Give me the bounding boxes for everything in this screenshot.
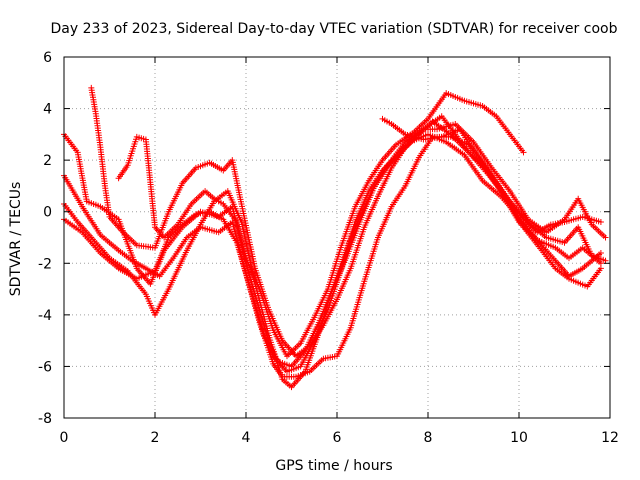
y-tick-label: -4 xyxy=(38,308,52,324)
y-axis-label: SDTVAR / TECUs xyxy=(8,182,24,297)
y-tick-label: -6 xyxy=(38,359,52,375)
x-tick-label: 0 xyxy=(60,430,69,446)
y-tick-label: 4 xyxy=(43,102,52,118)
x-tick-label: 10 xyxy=(510,430,528,446)
y-tick-label: 2 xyxy=(43,153,52,169)
x-axis-label: GPS time / hours xyxy=(275,458,392,474)
data-point-markers xyxy=(115,90,527,360)
y-tick-label: 0 xyxy=(43,205,52,221)
x-tick-label: 6 xyxy=(333,430,342,446)
y-tick-label: -2 xyxy=(38,256,52,272)
y-tick-label: 6 xyxy=(43,50,52,66)
series-track-7 xyxy=(379,115,609,264)
data-point-markers xyxy=(379,115,609,264)
x-tick-label: 12 xyxy=(601,430,619,446)
x-tick-label: 8 xyxy=(424,430,433,446)
series-track-6 xyxy=(115,90,527,360)
x-tick-label: 2 xyxy=(151,430,160,446)
ticks: 0 2 4 6 8 10 12 -8 -6 -4 -2 0 2 4 6 xyxy=(38,50,619,446)
y-tick-label: -8 xyxy=(38,411,52,427)
x-tick-label: 4 xyxy=(242,430,251,446)
chart-title: Day 233 of 2023, Sidereal Day-to-day VTE… xyxy=(51,21,618,37)
